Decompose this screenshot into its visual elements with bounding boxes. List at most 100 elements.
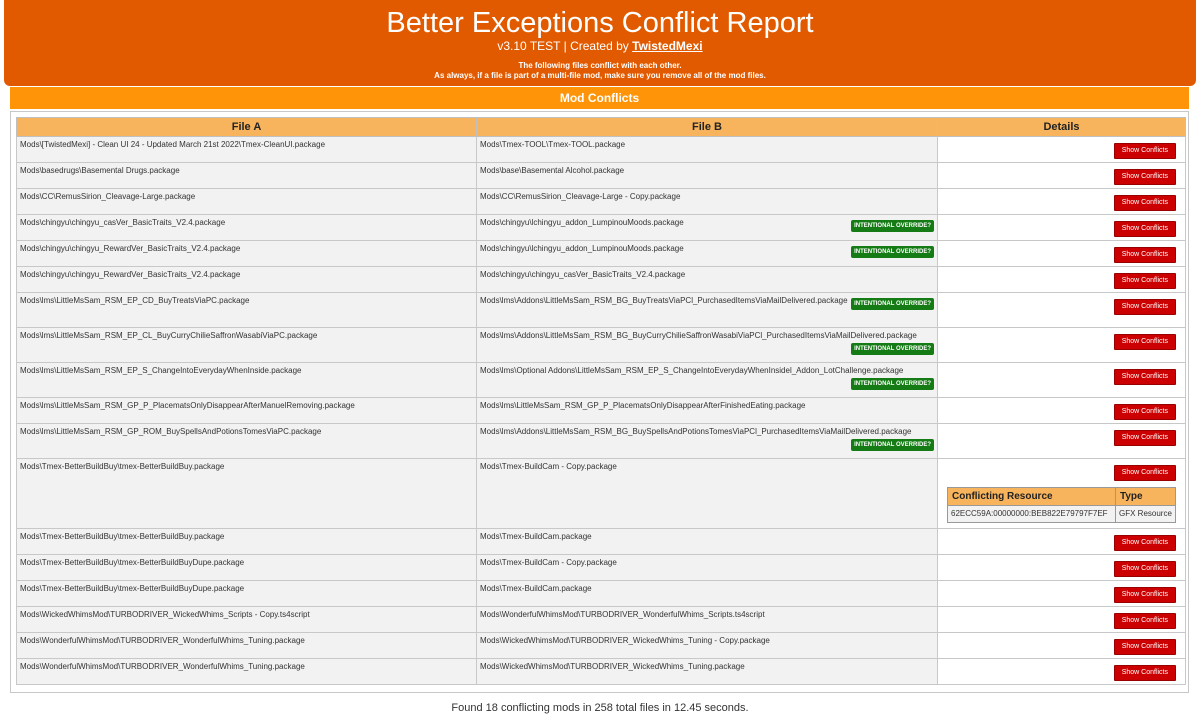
intentional-override-badge: INTENTIONAL OVERRIDE? [851,378,934,390]
file-a-cell: Mods\chingyu\chingyu_casVer_BasicTraits_… [16,214,477,241]
intentional-override-badge: INTENTIONAL OVERRIDE? [851,220,934,232]
file-b-path: Mods\WonderfulWhimsMod\TURBODRIVER_Wonde… [480,610,765,619]
table-row: Mods\[TwistedMexi] - Clean UI 24 - Updat… [16,136,1186,163]
file-b-cell: Mods\lms\Addons\LittleMsSam_RSM_BG_BuyCu… [476,327,938,363]
conflicts-panel: File A File B Details Mods\[TwistedMexi]… [10,111,1189,693]
file-b-path: Mods\Tmex-TOOL\Tmex-TOOL.package [480,140,626,149]
table-row: Mods\WonderfulWhimsMod\TURBODRIVER_Wonde… [16,632,1186,659]
details-cell: Show Conflicts [937,580,1186,607]
table-row: Mods\lms\LittleMsSam_RSM_EP_CL_BuyCurryC… [16,327,1186,363]
show-conflicts-button[interactable]: Show Conflicts [1113,247,1176,263]
file-b-cell: Mods\lms\Optional Addons\LittleMsSam_RSM… [476,362,938,398]
file-b-path: Mods\WickedWhimsMod\TURBODRIVER_WickedWh… [480,636,770,645]
file-b-path: Mods\base\Basemental Alcohol.package [480,166,625,175]
file-b-cell: Mods\WickedWhimsMod\TURBODRIVER_WickedWh… [476,632,938,659]
file-b-cell: Mods\base\Basemental Alcohol.package [476,162,938,189]
show-conflicts-button[interactable]: Show Conflicts [1113,273,1176,289]
file-a-cell: Mods\chingyu\chingyu_RewardVer_BasicTrai… [16,240,477,267]
table-row: Mods\Tmex-BetterBuildBuy\tmex-BetterBuil… [16,458,1186,529]
file-a-cell: Mods\chingyu\chingyu_RewardVer_BasicTrai… [16,266,477,293]
show-conflicts-button[interactable]: Show Conflicts [1113,143,1176,159]
file-b-path: Mods\Tmex-BuildCam.package [480,584,592,593]
intentional-override-badge: INTENTIONAL OVERRIDE? [851,439,934,451]
show-conflicts-button[interactable]: Show Conflicts [1113,665,1176,681]
conflicts-table: File A File B Details Mods\[TwistedMexi]… [16,117,1186,685]
show-conflicts-button[interactable]: Show Conflicts [1113,221,1176,237]
file-a-cell: Mods\CC\RemusSirion_Cleavage-Large.packa… [16,188,477,215]
details-cell: Show Conflicts [937,606,1186,633]
file-b-path: Mods\lms\Addons\LittleMsSam_RSM_BG_BuyTr… [480,296,848,305]
file-b-path: Mods\lms\Addons\LittleMsSam_RSM_BG_BuyCu… [480,331,917,340]
file-b-cell: Mods\Tmex-BuildCam.package [476,580,938,607]
details-cell: Show Conflicts [937,240,1186,267]
file-b-cell: Mods\Tmex-TOOL\Tmex-TOOL.package [476,136,938,163]
show-conflicts-button[interactable]: Show Conflicts [1113,334,1176,350]
file-b-path: Mods\Tmex-BuildCam - Copy.package [480,558,617,567]
show-conflicts-button[interactable]: Show Conflicts [1113,169,1176,185]
file-b-cell: Mods\lms\Addons\LittleMsSam_RSM_BG_BuyTr… [476,292,938,328]
show-conflicts-button[interactable]: Show Conflicts [1113,613,1176,629]
version-line: v3.10 TEST | Created by TwistedMexi [4,39,1196,53]
resource-header-id: Conflicting Resource [947,487,1116,506]
file-a-cell: Mods\lms\LittleMsSam_RSM_GP_ROM_BuySpell… [16,423,477,459]
table-row: Mods\CC\RemusSirion_Cleavage-Large.packa… [16,188,1186,215]
show-conflicts-button[interactable]: Show Conflicts [1113,465,1176,481]
table-row: Mods\chingyu\chingyu_RewardVer_BasicTrai… [16,240,1186,267]
notice-line-1: The following files conflict with each o… [518,61,682,70]
file-b-cell: Mods\WickedWhimsMod\TURBODRIVER_WickedWh… [476,658,938,685]
details-cell: Show Conflicts [937,423,1186,459]
resource-id: 62ECC59A:00000000:BEB822E79797F7EF [947,505,1116,523]
file-b-cell: Mods\chingyu\lchingyu_addon_LumpinouMood… [476,240,938,267]
show-conflicts-button[interactable]: Show Conflicts [1113,195,1176,211]
file-b-cell: Mods\chingyu\lchingyu_addon_LumpinouMood… [476,214,938,241]
column-header-file-a: File A [16,117,477,137]
file-a-cell: Mods\lms\LittleMsSam_RSM_EP_CD_BuyTreats… [16,292,477,328]
conflicting-resource-table: Conflicting Resource Type 62ECC59A:0000000… [947,487,1176,523]
details-cell: Show Conflicts [937,397,1186,424]
file-a-cell: Mods\[TwistedMexi] - Clean UI 24 - Updat… [16,136,477,163]
show-conflicts-button[interactable]: Show Conflicts [1113,369,1176,385]
page-title: Better Exceptions Conflict Report [386,7,814,39]
show-conflicts-button[interactable]: Show Conflicts [1113,639,1176,655]
file-b-cell: Mods\Tmex-BuildCam - Copy.package [476,458,938,529]
details-cell: Show Conflicts [937,554,1186,581]
table-row: Mods\chingyu\chingyu_casVer_BasicTraits_… [16,214,1186,241]
file-b-cell: Mods\lms\Addons\LittleMsSam_RSM_BG_BuySp… [476,423,938,459]
show-conflicts-button[interactable]: Show Conflicts [1113,561,1176,577]
file-b-path: Mods\lms\Optional Addons\LittleMsSam_RSM… [480,366,904,375]
file-b-cell: Mods\CC\RemusSirion_Cleavage-Large - Cop… [476,188,938,215]
file-a-cell: Mods\lms\LittleMsSam_RSM_GP_P_PlacematsO… [16,397,477,424]
section-title: Mod Conflicts [10,87,1189,109]
show-conflicts-button[interactable]: Show Conflicts [1113,587,1176,603]
version-text: v3.10 TEST | Created by [497,39,629,53]
show-conflicts-button[interactable]: Show Conflicts [1113,299,1176,315]
file-b-path: Mods\Tmex-BuildCam.package [480,532,592,541]
table-row: Mods\Tmex-BetterBuildBuy\tmex-BetterBuil… [16,554,1186,581]
resource-type: GFX Resource [1115,505,1176,523]
details-cell: Show Conflicts [937,266,1186,293]
table-row: Mods\lms\LittleMsSam_RSM_GP_P_PlacematsO… [16,397,1186,424]
file-a-cell: Mods\basedrugs\Basemental Drugs.package [16,162,477,189]
resource-header-row: Conflicting Resource Type [947,487,1176,506]
summary-footer: Found 18 conflicting mods in 258 total f… [451,702,749,714]
file-a-cell: Mods\WonderfulWhimsMod\TURBODRIVER_Wonde… [16,658,477,685]
file-b-path: Mods\lms\LittleMsSam_RSM_GP_P_PlacematsO… [480,401,806,410]
file-b-cell: Mods\WonderfulWhimsMod\TURBODRIVER_Wonde… [476,606,938,633]
table-header-row: File A File B Details [16,117,1186,137]
table-row: Mods\WonderfulWhimsMod\TURBODRIVER_Wonde… [16,658,1186,685]
table-row: Mods\lms\LittleMsSam_RSM_EP_CD_BuyTreats… [16,292,1186,328]
details-cell: Show Conflicts [937,658,1186,685]
file-b-path: Mods\CC\RemusSirion_Cleavage-Large - Cop… [480,192,681,201]
file-b-cell: Mods\Tmex-BuildCam.package [476,528,938,555]
file-b-cell: Mods\Tmex-BuildCam - Copy.package [476,554,938,581]
show-conflicts-button[interactable]: Show Conflicts [1113,430,1176,446]
show-conflicts-button[interactable]: Show Conflicts [1113,535,1176,551]
author-link[interactable]: TwistedMexi [632,39,703,53]
file-a-cell: Mods\lms\LittleMsSam_RSM_EP_S_ChangeInto… [16,362,477,398]
table-row: Mods\basedrugs\Basemental Drugs.package M… [16,162,1186,189]
show-conflicts-button[interactable]: Show Conflicts [1113,404,1176,420]
details-cell: Show Conflicts [937,327,1186,363]
file-b-path: Mods\chingyu\lchingyu_addon_LumpinouMood… [480,218,684,227]
details-cell: Show Conflicts [937,188,1186,215]
file-a-cell: Mods\Tmex-BetterBuildBuy\tmex-BetterBuil… [16,580,477,607]
